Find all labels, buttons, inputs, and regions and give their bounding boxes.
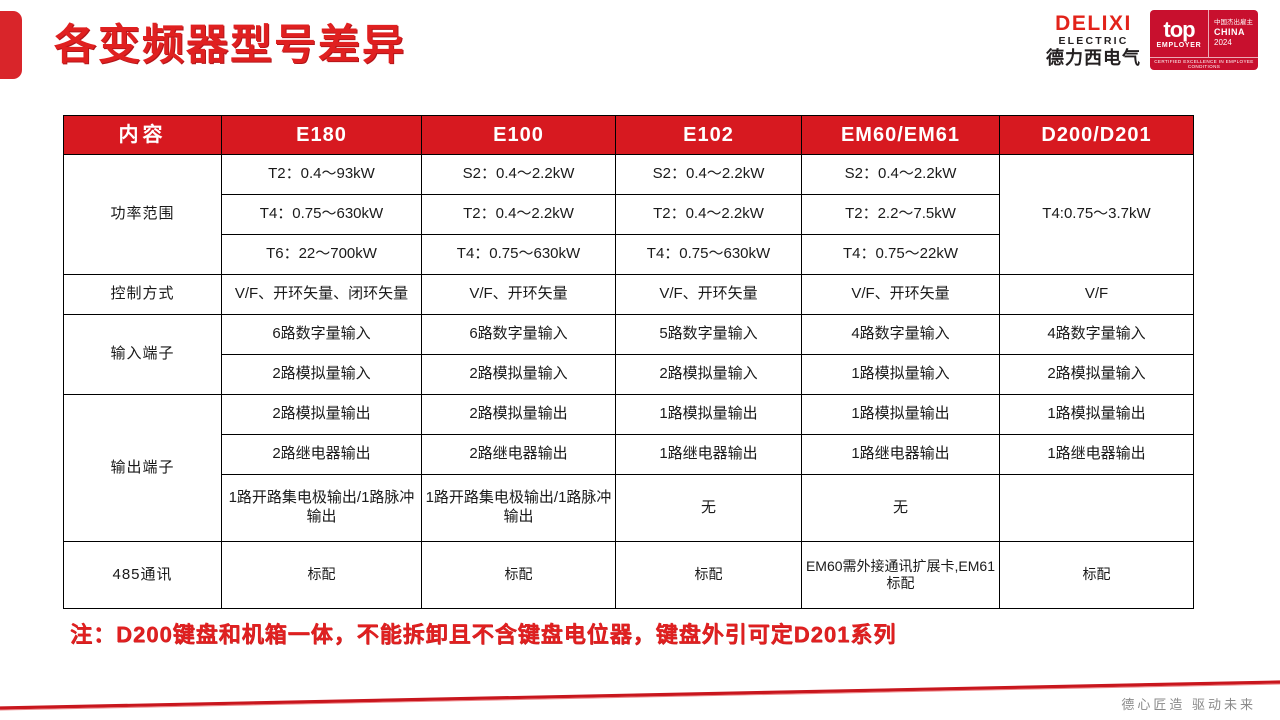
cell-power-d200-merged: T4:0.75～3.7kW <box>999 154 1194 275</box>
top-employer-footer-line: CERTIFIED EXCELLENCE IN EMPLOYEE CONDITI… <box>1150 57 1258 70</box>
cell-power-e180-2: T4：0.75～630kW <box>221 194 422 235</box>
cell-comm-e102: 标配 <box>615 541 802 609</box>
cell-input-em60-1: 4路数字量输入 <box>801 314 1000 355</box>
cell-output-e102-1: 1路模拟量输出 <box>615 394 802 435</box>
cell-input-e180-2: 2路模拟量输入 <box>221 354 422 395</box>
row-label-power-range: 功率范围 <box>63 154 222 275</box>
cell-power-e102-2: T2：0.4～2.2kW <box>615 194 802 235</box>
cell-output-e100-2: 2路继电器输出 <box>421 434 616 475</box>
cell-control-e102: V/F、开环矢量 <box>615 274 802 315</box>
footer-decoration <box>0 660 1280 720</box>
top-employer-year: 2024 <box>1214 38 1232 48</box>
top-employer-country: CHINA <box>1214 26 1245 37</box>
cell-power-em60-3: T4：0.75～22kW <box>801 234 1000 275</box>
table-header-content: 内容 <box>63 115 222 155</box>
row-label-485-comm: 485通讯 <box>63 541 222 609</box>
cell-output-e102-2: 1路继电器输出 <box>615 434 802 475</box>
cell-comm-em60: EM60需外接通讯扩展卡,EM61标配 <box>801 541 1000 609</box>
table-header-em60-em61: EM60/EM61 <box>801 115 1000 155</box>
cell-power-e102-3: T4：0.75～630kW <box>615 234 802 275</box>
row-label-output-terminals: 输出端子 <box>63 394 222 542</box>
cell-output-em60-3: 无 <box>801 474 1000 542</box>
footer-tagline: 德心匠造 驱动未来 <box>1121 697 1256 712</box>
table-row: 输出端子 2路模拟量输出 2路模拟量输出 1路模拟量输出 1路模拟量输出 1路模… <box>63 394 1194 542</box>
table-row: 输入端子 6路数字量输入 6路数字量输入 5路数字量输入 4路数字量输入 4路数… <box>63 314 1194 395</box>
cell-output-e180-1: 2路模拟量输出 <box>221 394 422 435</box>
table-header-row: 内容 E180 E100 E102 EM60/EM61 D200/D201 <box>63 115 1194 155</box>
cell-power-e100-1: S2：0.4～2.2kW <box>421 154 616 195</box>
table-row: T4：0.75～630kW T2：0.4～2.2kW T2：0.4～2.2kW … <box>64 194 1194 235</box>
cell-power-e100-3: T4：0.75～630kW <box>421 234 616 275</box>
cell-comm-d200: 标配 <box>999 541 1194 609</box>
top-employer-badge: top EMPLOYER 中国杰出雇主 CHINA 2024 CERTIFIED… <box>1150 10 1258 70</box>
footer-diagonal-line-icon <box>0 680 1280 711</box>
top-employer-badge-mark: top EMPLOYER <box>1150 10 1208 57</box>
table-row: 1路开路集电极输出/1路脉冲输出 1路开路集电极输出/1路脉冲输出 无 无 <box>64 474 1194 542</box>
cell-input-d200-1: 4路数字量输入 <box>999 314 1194 355</box>
cell-output-em60-2: 1路继电器输出 <box>801 434 1000 475</box>
row-label-input-terminals: 输入端子 <box>63 314 222 395</box>
table-row: 485通讯 标配 标配 标配 EM60需外接通讯扩展卡,EM61标配 标配 <box>63 541 1194 609</box>
cell-control-em60: V/F、开环矢量 <box>801 274 1000 315</box>
cell-comm-e180: 标配 <box>221 541 422 609</box>
cell-input-e102-1: 5路数字量输入 <box>615 314 802 355</box>
cell-power-em60-1: S2：0.4～2.2kW <box>801 154 1000 195</box>
top-employer-employer-word: EMPLOYER <box>1156 41 1202 49</box>
table-header-d200-d201: D200/D201 <box>999 115 1194 155</box>
title-bar: 各变频器型号差异 DELIXI ELECTRIC 德力西电气 top EMPLO… <box>0 0 1280 96</box>
cell-input-e100-2: 2路模拟量输入 <box>421 354 616 395</box>
cell-output-e100-1: 2路模拟量输出 <box>421 394 616 435</box>
table-row: T6：22～700kW T4：0.75～630kW T4：0.75～630kW … <box>64 234 1194 275</box>
row-label-control-mode: 控制方式 <box>63 274 222 315</box>
top-employer-badge-main: top EMPLOYER 中国杰出雇主 CHINA 2024 <box>1150 10 1258 57</box>
table-header-e100: E100 <box>421 115 616 155</box>
cell-power-e180-1: T2：0.4～93kW <box>221 154 422 195</box>
cell-power-e180-3: T6：22～700kW <box>221 234 422 275</box>
top-employer-top-word: top <box>1163 16 1195 42</box>
cell-input-e102-2: 2路模拟量输入 <box>615 354 802 395</box>
table-row: 控制方式 V/F、开环矢量、闭环矢量 V/F、开环矢量 V/F、开环矢量 V/F… <box>63 274 1194 315</box>
table-row: 2路继电器输出 2路继电器输出 1路继电器输出 1路继电器输出 1路继电器输出 <box>64 434 1194 475</box>
delixi-electric-subtitle: ELECTRIC <box>1058 34 1129 47</box>
cell-output-d200-3 <box>999 474 1194 542</box>
inverter-comparison-table: 内容 E180 E100 E102 EM60/EM61 D200/D201 功率… <box>63 115 1194 609</box>
delixi-chinese-name: 德力西电气 <box>1046 48 1141 69</box>
top-employer-badge-details: 中国杰出雇主 CHINA 2024 <box>1208 10 1258 57</box>
top-employer-chinese-line: 中国杰出雇主 <box>1214 18 1253 26</box>
table-row: 功率范围 T2：0.4～93kW S2：0.4～2.2kW S2：0.4～2.2… <box>63 154 1194 275</box>
cell-power-em60-2: T2：2.2～7.5kW <box>801 194 1000 235</box>
cell-control-e180: V/F、开环矢量、闭环矢量 <box>221 274 422 315</box>
page-title: 各变频器型号差异 <box>54 21 407 68</box>
table-header-e102: E102 <box>615 115 802 155</box>
cell-control-d200: V/F <box>999 274 1194 315</box>
cell-input-e180-1: 6路数字量输入 <box>221 314 422 355</box>
cell-comm-e100: 标配 <box>421 541 616 609</box>
delixi-logo: DELIXI ELECTRIC 德力西电气 <box>1046 13 1141 68</box>
table-row: 2路模拟量输入 2路模拟量输入 2路模拟量输入 1路模拟量输入 2路模拟量输入 <box>64 354 1194 395</box>
cell-output-d200-1: 1路模拟量输出 <box>999 394 1194 435</box>
cell-input-em60-2: 1路模拟量输入 <box>801 354 1000 395</box>
cell-output-em60-1: 1路模拟量输出 <box>801 394 1000 435</box>
brand-logo-area: DELIXI ELECTRIC 德力西电气 top EMPLOYER 中国杰出雇… <box>1046 10 1258 70</box>
table-header-e180: E180 <box>221 115 422 155</box>
cell-input-e100-1: 6路数字量输入 <box>421 314 616 355</box>
cell-output-e102-3: 无 <box>615 474 802 542</box>
cell-output-e180-3: 1路开路集电极输出/1路脉冲输出 <box>221 474 422 542</box>
delixi-wordmark: DELIXI <box>1055 11 1132 35</box>
title-accent-block <box>0 11 22 79</box>
cell-power-e102-1: S2：0.4～2.2kW <box>615 154 802 195</box>
cell-output-d200-2: 1路继电器输出 <box>999 434 1194 475</box>
cell-control-e100: V/F、开环矢量 <box>421 274 616 315</box>
cell-output-e100-3: 1路开路集电极输出/1路脉冲输出 <box>421 474 616 542</box>
cell-power-e100-2: T2：0.4～2.2kW <box>421 194 616 235</box>
cell-input-d200-2: 2路模拟量输入 <box>999 354 1194 395</box>
footnote-text: 注：D200键盘和机箱一体，不能拆卸且不含键盘电位器，键盘外引可定D201系列 <box>70 622 897 647</box>
cell-output-e180-2: 2路继电器输出 <box>221 434 422 475</box>
